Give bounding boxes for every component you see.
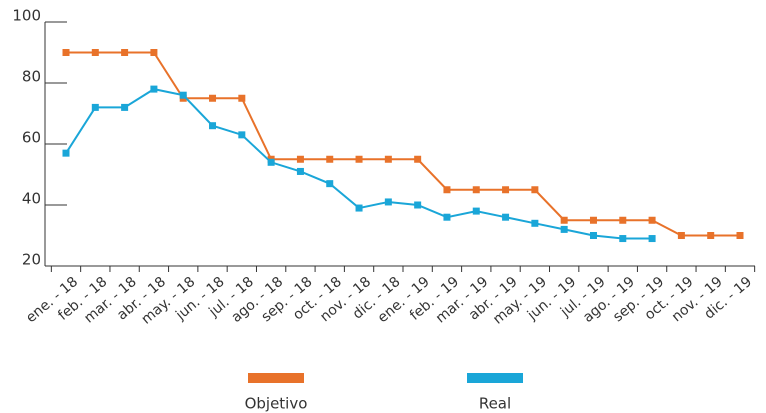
legend-swatch — [248, 373, 304, 383]
marker — [414, 201, 422, 209]
marker — [502, 213, 510, 221]
marker — [238, 131, 246, 139]
marker — [414, 155, 422, 163]
marker — [296, 155, 304, 163]
legend-label: Real — [479, 395, 511, 413]
marker — [296, 167, 304, 175]
marker — [326, 155, 334, 163]
marker — [589, 216, 597, 224]
y-tick-label: 80 — [22, 68, 41, 86]
marker — [707, 232, 715, 239]
marker — [91, 103, 99, 111]
marker — [619, 235, 627, 243]
marker — [384, 198, 392, 206]
marker — [443, 213, 451, 221]
marker — [648, 235, 656, 243]
marker — [62, 49, 70, 56]
legend-swatch — [467, 373, 523, 383]
marker — [209, 122, 217, 130]
marker — [355, 204, 363, 212]
marker — [326, 180, 334, 188]
marker — [209, 94, 217, 102]
marker — [121, 103, 129, 111]
marker — [267, 158, 275, 166]
marker — [677, 232, 685, 239]
marker — [560, 225, 568, 233]
marker — [443, 186, 451, 194]
marker — [472, 207, 480, 215]
y-tick-label: 60 — [22, 129, 41, 147]
marker — [91, 49, 99, 56]
marker — [150, 49, 158, 56]
marker — [589, 232, 597, 239]
marker — [62, 149, 70, 157]
marker — [531, 219, 539, 227]
marker — [150, 85, 158, 93]
marker — [560, 216, 568, 224]
series-line — [66, 51, 740, 237]
marker — [648, 216, 656, 224]
y-tick-label: 20 — [22, 251, 41, 269]
marker — [355, 155, 363, 163]
marker — [531, 186, 539, 194]
marker — [472, 186, 480, 194]
legend-label: Objetivo — [245, 395, 308, 413]
marker — [238, 94, 246, 102]
y-tick-label: 100 — [12, 7, 41, 25]
y-tick-label: 40 — [22, 190, 41, 208]
marker — [384, 155, 392, 163]
series-line — [65, 88, 653, 240]
marker — [619, 216, 627, 224]
marker — [736, 232, 744, 239]
marker — [502, 186, 510, 194]
marker — [121, 49, 129, 56]
marker — [179, 91, 187, 99]
